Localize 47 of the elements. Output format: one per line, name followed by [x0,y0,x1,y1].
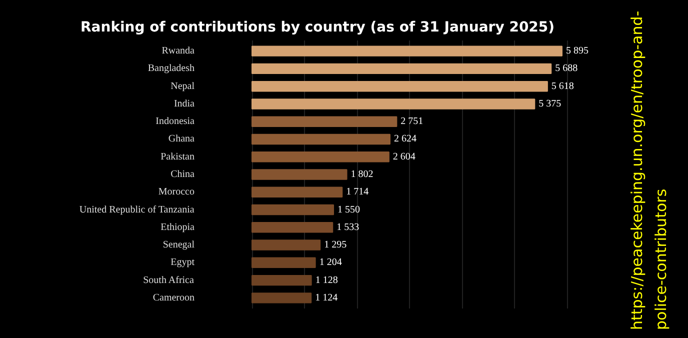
bar [252,240,321,250]
data-label: 1 550 [338,204,360,216]
bar [252,257,316,268]
y-tick-label: India [174,98,196,110]
bar [252,63,552,74]
data-label: 1 204 [319,257,342,268]
data-label: 1 714 [346,186,369,198]
y-tick-label: Ghana [168,134,196,145]
y-tick-label: Morocco [158,186,195,198]
y-tick-label: Bangladesh [148,63,194,74]
y-tick-label: Cameroon [152,292,194,304]
bar [252,274,312,286]
data-label: 5 688 [555,63,578,74]
y-tick-label: China [170,169,196,180]
y-tick-label: Pakistan [160,151,195,162]
data-label: 2 604 [392,151,416,162]
y-tick-label: South Africa [143,274,195,286]
y-tick-label: Egypt [170,257,195,268]
data-label: 1 533 [336,222,360,233]
data-label: 1 124 [315,292,338,304]
bar [252,222,334,233]
bar [252,134,390,145]
data-label: 5 618 [551,80,574,92]
data-label: 1 128 [315,274,338,286]
y-tick-label: Ethiopia [160,222,196,233]
y-tick-label: Nepal [170,80,195,92]
y-tick-label: Indonesia [156,116,196,128]
data-label: 2 624 [394,134,416,145]
bar [252,116,398,127]
text: https://peacekeeping.un.org/en/troop-and-police-contributors [627,10,671,330]
y-tick-label: Rwanda [162,46,196,57]
data-label: 1 802 [350,169,374,180]
data-label: 2 751 [400,116,424,128]
data-label: 5 895 [566,46,588,57]
bar [252,80,548,92]
bar [252,46,562,56]
chart-title: Ranking of contributions by country (as of 31 January 2025) [80,20,555,36]
bar [252,169,348,180]
bar [252,292,312,304]
data-label: 1 295 [324,240,347,251]
bar [252,152,390,162]
bar [252,204,334,216]
y-tick-label: United Republic of Tanzania [79,204,195,216]
data-label: 5 375 [538,98,562,110]
bar [252,186,343,198]
bar [252,98,536,110]
y-tick-label: Senegal [162,240,195,251]
